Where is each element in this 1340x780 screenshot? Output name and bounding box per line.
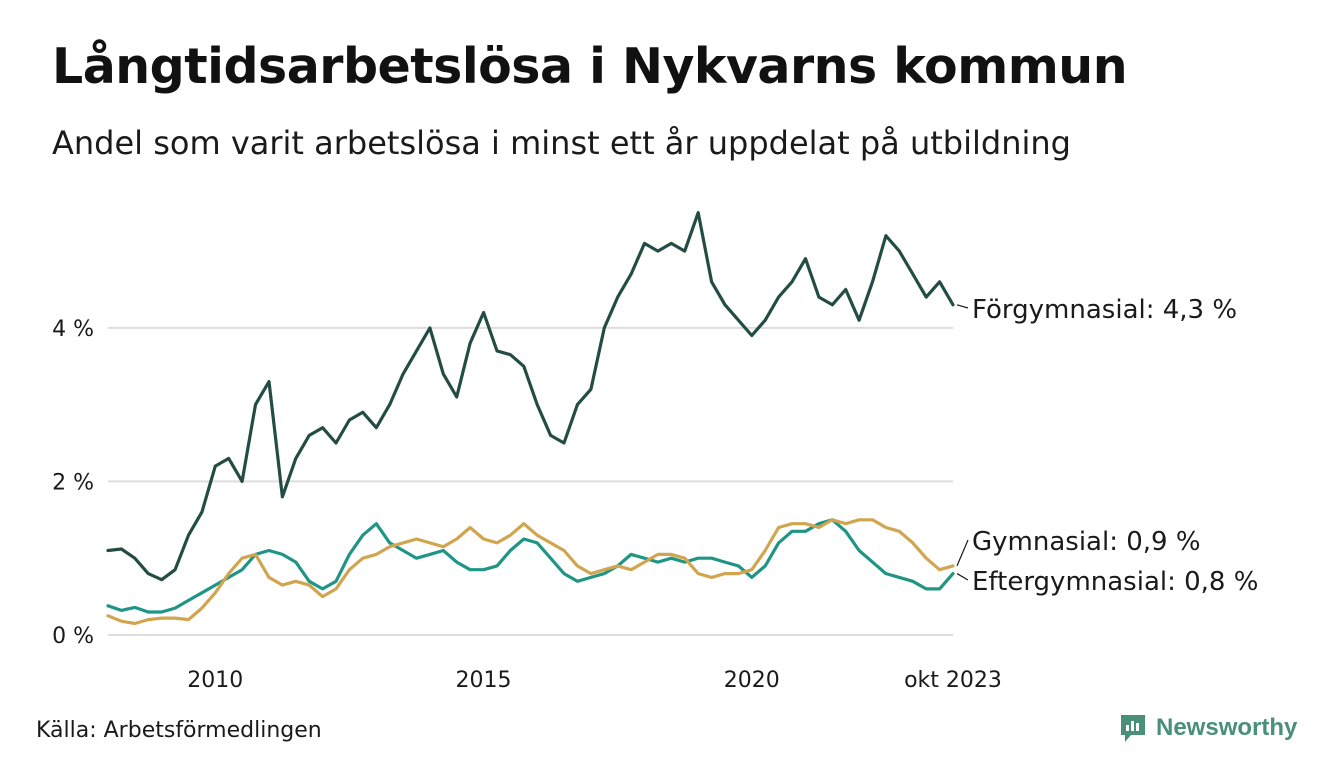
brand-logo[interactable]: Newsworthy <box>1118 712 1297 744</box>
series-line-förgymnasial <box>106 211 955 582</box>
series-lines <box>106 211 955 626</box>
series-label-eftergymnasial: Eftergymnasial: 0,8 % <box>972 567 1258 597</box>
axis-ticks: 0 % 2 % 4 % 2010 2015 2020 okt 2023 <box>52 317 1002 693</box>
chart-subtitle: Andel som varit arbetslösa i minst ett å… <box>52 124 1071 162</box>
newsworthy-icon <box>1121 715 1145 742</box>
source-note: Källa: Arbetsförmedlingen <box>36 718 322 743</box>
y-tick-label: 0 % <box>52 624 94 649</box>
x-tick-label: 2020 <box>724 668 780 693</box>
y-tick-label: 4 % <box>52 317 94 342</box>
series-line-gymnasial <box>106 518 955 626</box>
label-leader-line <box>956 304 969 309</box>
series-line-eftergymnasial <box>106 518 955 614</box>
chart-title: Långtidsarbetslösa i Nykvarns kommun <box>52 38 1128 95</box>
series-label-gymnasial: Gymnasial: 0,9 % <box>972 527 1201 557</box>
x-tick-label: 2015 <box>456 668 512 693</box>
series-label-förgymnasial: Förgymnasial: 4,3 % <box>972 295 1237 325</box>
brand-name: Newsworthy <box>1156 714 1298 741</box>
series-labels: Förgymnasial: 4,3 % Gymnasial: 0,9 % Efter… <box>956 295 1258 597</box>
y-tick-label: 2 % <box>52 470 94 495</box>
x-tick-label: okt 2023 <box>904 668 1002 693</box>
x-tick-label: 2010 <box>187 668 243 693</box>
label-leader-line <box>956 539 969 567</box>
gridlines <box>108 326 953 636</box>
label-leader-line <box>956 573 969 581</box>
